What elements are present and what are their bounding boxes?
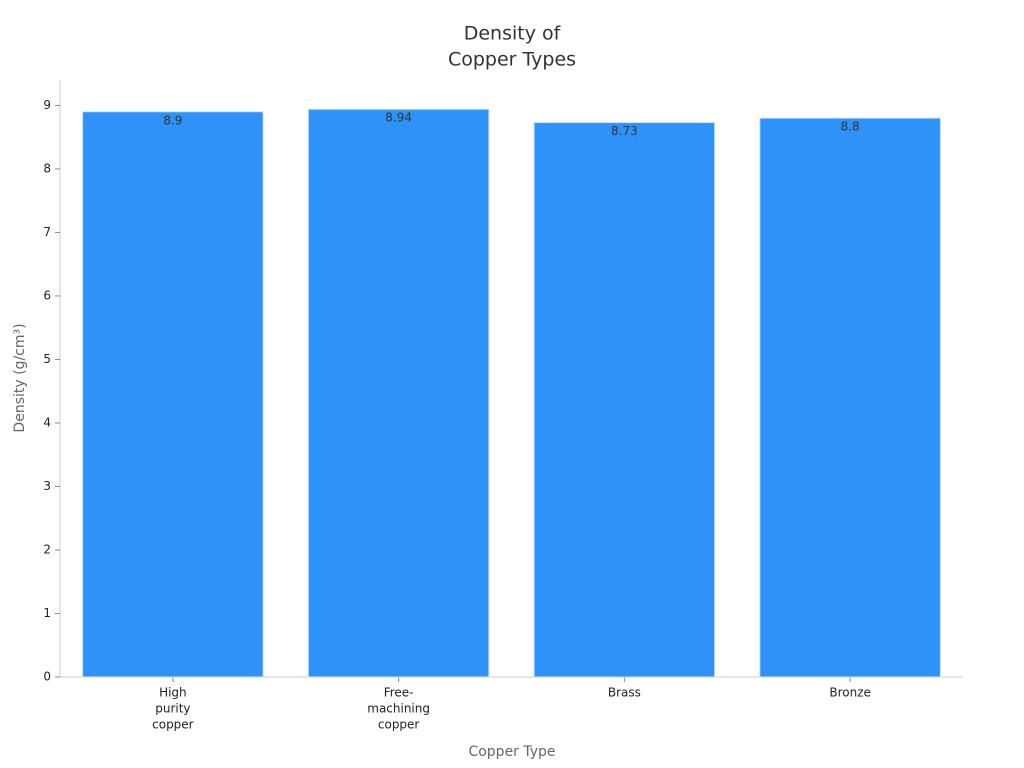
x-tick-label: machining (367, 702, 430, 716)
x-tick-label: High (159, 686, 187, 700)
x-tick-label: copper (152, 718, 194, 732)
y-tick-label: 7 (43, 225, 51, 239)
value-label: 8.8 (841, 120, 860, 134)
y-tick-label: 5 (43, 352, 51, 366)
chart-title: Copper Types (448, 49, 576, 71)
value-label: 8.73 (611, 124, 638, 138)
bar (82, 111, 264, 678)
value-label: 8.9 (163, 113, 182, 127)
x-axis-title: Copper Type (468, 744, 555, 760)
y-tick-label: 6 (43, 288, 51, 302)
value-label: 8.94 (385, 111, 412, 125)
bar (533, 122, 716, 678)
x-tick-label: Brass (608, 686, 641, 700)
y-tick-label: 4 (43, 415, 51, 429)
y-tick-label: 8 (43, 161, 51, 175)
x-tick-label: Bronze (829, 686, 871, 700)
y-tick-label: 1 (43, 606, 51, 620)
bar (307, 108, 490, 678)
y-tick-label: 0 (43, 670, 51, 684)
x-tick-label: copper (378, 718, 420, 732)
chart-title: Density of (464, 23, 562, 45)
y-tick-label: 9 (43, 98, 51, 112)
y-tick-label: 3 (43, 479, 51, 493)
x-tick-label: Free- (384, 686, 414, 700)
bar (759, 117, 941, 678)
x-tick-label: purity (155, 702, 190, 716)
y-axis-title: Density (g/cm³) (12, 323, 28, 432)
y-tick-label: 2 (43, 542, 51, 556)
